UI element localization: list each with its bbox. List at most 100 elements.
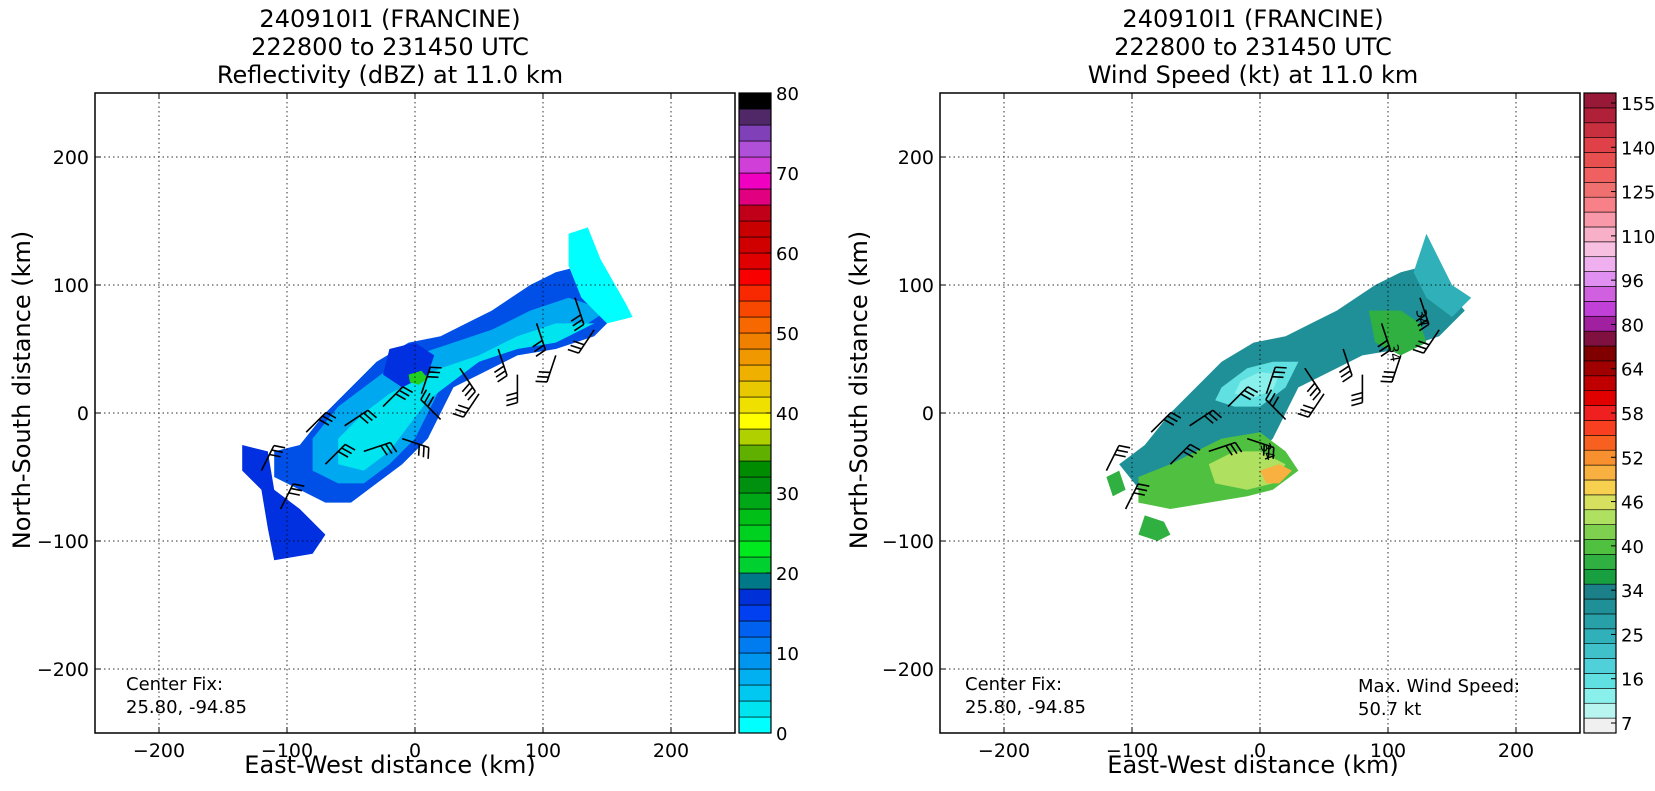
wind-speed-plot-area: −200 −100 0 100 200 −200 −100 0 100 200 bbox=[882, 92, 1581, 762]
colorbar-segment bbox=[738, 476, 772, 494]
x-axis-label: East-West distance (km) bbox=[1107, 751, 1398, 779]
wind-barb-flag bbox=[367, 409, 378, 419]
wind-barb-flag bbox=[1118, 444, 1131, 449]
wind-barb-flag bbox=[325, 411, 337, 419]
wind-barb-flag bbox=[1302, 404, 1315, 410]
colorbar-segment bbox=[738, 236, 772, 254]
colorbar-tick-label: 25 bbox=[1621, 625, 1644, 646]
wind-barb-flag bbox=[341, 447, 352, 455]
colorbar-segment bbox=[738, 108, 772, 126]
wind-barb-flag bbox=[1312, 390, 1321, 401]
wind-barb-flag bbox=[452, 412, 464, 418]
wind-barb-flag bbox=[533, 344, 545, 353]
wind-barb bbox=[1265, 366, 1287, 395]
wind-barb-flag bbox=[1267, 445, 1270, 458]
wind-speed-panel: 240910I1 (FRANCINE) 222800 to 231450 UTC… bbox=[845, 5, 1655, 779]
wind-barb-flag bbox=[535, 349, 546, 357]
colorbar-tick-label: 40 bbox=[776, 404, 799, 425]
wind-barb bbox=[279, 483, 305, 510]
y-axis-label: North-South distance (km) bbox=[845, 231, 873, 550]
wind-barb bbox=[1412, 329, 1440, 354]
colorbar-tick-label: 155 bbox=[1621, 94, 1655, 115]
colorbar-segment bbox=[738, 572, 772, 590]
colorbar-segment bbox=[1583, 390, 1617, 406]
y-tick-label: 0 bbox=[922, 403, 934, 425]
wind-barb-flag bbox=[420, 389, 428, 400]
colorbar-tick-label: 0 bbox=[776, 724, 787, 745]
wind-barb-flag bbox=[322, 415, 333, 423]
wind-barb-flag bbox=[1137, 483, 1150, 487]
wind-barb-flag bbox=[457, 404, 470, 410]
wind-barb-flag bbox=[1415, 314, 1427, 322]
wind-barb bbox=[535, 355, 557, 383]
colorbar-segment bbox=[1583, 628, 1617, 644]
wind-barb bbox=[506, 374, 519, 407]
wind-barb-flag bbox=[1351, 391, 1363, 397]
contour-labels: 34 34 34 bbox=[1256, 308, 1431, 463]
wind-barb bbox=[382, 386, 414, 408]
x-tick-label: 200 bbox=[1498, 740, 1534, 762]
field-region bbox=[408, 370, 428, 385]
wind-barb-flag bbox=[1163, 418, 1175, 426]
wind-barb bbox=[1246, 437, 1275, 459]
colorbar-tick-label: 46 bbox=[1621, 493, 1644, 514]
wind-barb-flag bbox=[1417, 318, 1428, 327]
wind-barb-flag bbox=[1418, 323, 1430, 332]
wind-barb-flag bbox=[430, 366, 442, 369]
wind-barb-flag bbox=[359, 415, 369, 424]
colorbar-tick-label: 34 bbox=[1621, 581, 1644, 602]
wind-barb-flag bbox=[417, 444, 421, 456]
x-tick-label: 100 bbox=[1370, 740, 1406, 762]
wind-barb-flag bbox=[570, 314, 582, 322]
wind-barb-flag bbox=[506, 401, 518, 407]
colorbar-tick-label: 64 bbox=[1621, 360, 1644, 381]
colorbar-segment bbox=[1583, 256, 1617, 272]
wind-barb-flag bbox=[1116, 449, 1129, 454]
wind-barb-flag bbox=[464, 386, 474, 397]
wind-barb bbox=[1415, 297, 1430, 332]
wind-barb-flag bbox=[532, 339, 543, 348]
wind-barb-flag bbox=[395, 393, 407, 401]
wind-barb-flag bbox=[1297, 412, 1309, 418]
wind-barb bbox=[344, 409, 378, 427]
wind-barb bbox=[1169, 443, 1201, 465]
wind-barb-flag bbox=[1415, 344, 1427, 350]
colorbar-segment bbox=[738, 524, 772, 542]
wind-barb bbox=[452, 393, 480, 418]
reflectivity-colorbar: 0 10 20 30 40 50 60 70 80 bbox=[738, 84, 799, 745]
wind-barb-flag bbox=[1418, 340, 1430, 346]
colorbar-segment bbox=[738, 620, 772, 638]
colorbar-tick-label: 50 bbox=[776, 324, 799, 345]
x-tick-label: −100 bbox=[261, 740, 313, 762]
colorbar-segment bbox=[738, 252, 772, 270]
colorbar-segment bbox=[1583, 479, 1617, 496]
y-tick-label: −200 bbox=[37, 659, 89, 681]
wind-barb-flag bbox=[1114, 453, 1126, 458]
colorbar-segment bbox=[1583, 420, 1617, 436]
reflectivity-plot-area: −200 −100 0 100 200 −200 −100 0 100 200 bbox=[37, 92, 736, 762]
wind-barb bbox=[1338, 348, 1353, 383]
wind-barb-flag bbox=[506, 396, 518, 402]
colorbar-segment bbox=[1583, 330, 1617, 347]
chart-title-line-2: 222800 to 231450 UTC bbox=[251, 33, 529, 61]
colorbar-segment bbox=[738, 380, 772, 398]
wind-barb-flag bbox=[288, 492, 300, 496]
wind-barb-flag bbox=[344, 443, 356, 451]
wind-barb bbox=[532, 323, 547, 357]
max-wind-value: 50.7 kt bbox=[1358, 699, 1421, 720]
wind-barb-flag bbox=[537, 375, 549, 379]
colorbar-tick-label: 52 bbox=[1621, 448, 1644, 469]
colorbar-segment bbox=[1583, 702, 1617, 719]
colorbar-segment bbox=[738, 332, 772, 350]
wind-barb-flag bbox=[1272, 396, 1280, 408]
wind-barb-flag bbox=[1273, 371, 1286, 374]
colorbar-segment bbox=[1583, 375, 1617, 391]
wind-barb-flag bbox=[318, 418, 330, 426]
wind-barb-flag bbox=[427, 447, 430, 459]
y-tick-label: −100 bbox=[37, 531, 89, 553]
colorbar-segment bbox=[738, 588, 772, 606]
wind-barb-flag bbox=[1338, 365, 1350, 374]
wind-barb bbox=[570, 297, 585, 332]
colorbar-segment bbox=[1583, 598, 1617, 615]
